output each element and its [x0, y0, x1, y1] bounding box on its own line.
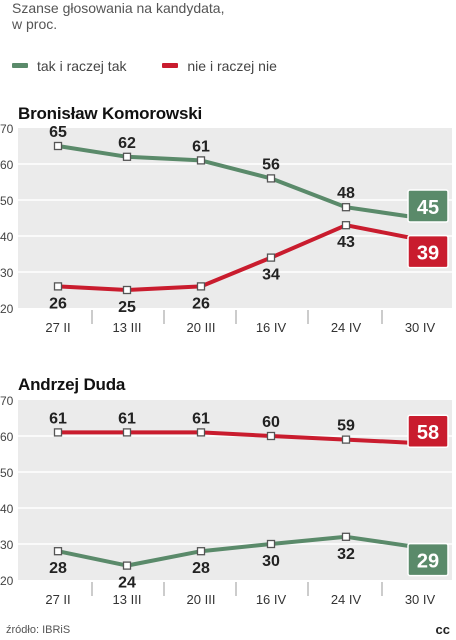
- data-label-no: 61: [192, 410, 210, 427]
- callout-box-yes: [407, 542, 449, 577]
- data-label-yes: 45: [417, 197, 439, 219]
- x-tick-label: 27 II: [45, 320, 70, 335]
- data-label-no: 59: [337, 418, 355, 435]
- y-tick-label: 50: [0, 194, 14, 208]
- data-point-yes: [53, 547, 63, 556]
- data-label-yes: 29: [417, 551, 439, 573]
- data-label-no: 61: [118, 410, 136, 427]
- data-label-yes: 30: [262, 553, 280, 570]
- legend: tak i raczej tak nie i raczej nie: [12, 55, 309, 74]
- data-label-no: 25: [118, 299, 136, 316]
- data-point-yes: [341, 203, 351, 212]
- series-line-no: [56, 430, 422, 446]
- x-tick-label: 16 IV: [256, 592, 287, 607]
- data-label-yes: 28: [192, 560, 210, 577]
- data-label-yes: 48: [337, 185, 355, 202]
- chart-title-duda: Andrzej Duda: [18, 375, 126, 394]
- data-point-yes: [266, 539, 276, 549]
- chart-subtitle: Szanse głosowania na kandydata, w proc.: [12, 0, 312, 32]
- data-point-yes: [122, 152, 132, 161]
- data-label-no: 61: [49, 410, 67, 427]
- callout-box-no: [407, 234, 449, 269]
- cc-license-icon: cc: [435, 622, 450, 637]
- data-label-no: 26: [192, 295, 210, 312]
- data-label-no: 43: [337, 234, 355, 251]
- data-label-yes: 61: [192, 138, 210, 155]
- x-tick-label: 27 II: [45, 592, 70, 607]
- y-tick-label: 60: [0, 430, 14, 444]
- data-point-no: [266, 253, 276, 262]
- x-tick-label: 16 IV: [256, 320, 287, 335]
- data-label-no: 60: [262, 414, 280, 431]
- data-label-yes: 65: [49, 124, 67, 141]
- x-tick-label: 24 IV: [331, 320, 362, 335]
- data-point-no: [196, 428, 206, 437]
- data-point-no: [122, 428, 132, 437]
- y-tick-label: 30: [0, 266, 14, 280]
- data-point-no: [53, 428, 63, 437]
- data-label-yes: 62: [118, 135, 136, 152]
- y-tick-label: 50: [0, 466, 14, 480]
- source-note: źródło: IBRiS: [6, 624, 71, 636]
- x-tick-label: 13 III: [113, 592, 142, 607]
- subtitle-line-1: Szanse głosowania na kandydata,: [12, 0, 225, 16]
- x-tick-label: 30 IV: [405, 320, 436, 335]
- x-tick-label: 20 III: [187, 592, 216, 607]
- y-tick-label: 40: [0, 230, 14, 244]
- y-tick-label: 20: [0, 574, 14, 588]
- y-tick-label: 20: [0, 302, 14, 316]
- series-line-yes: [56, 144, 422, 220]
- series-line-no: [56, 223, 422, 292]
- data-point-no: [122, 285, 132, 295]
- data-label-yes: 28: [49, 560, 67, 577]
- data-label-no: 58: [417, 422, 439, 444]
- y-tick-label: 40: [0, 502, 14, 516]
- chart-title-komorowski: Bronisław Komorowski: [18, 104, 202, 123]
- data-point-yes: [266, 174, 276, 183]
- data-label-yes: 24: [118, 575, 136, 592]
- data-label-no: 26: [49, 295, 67, 312]
- data-label-yes: 56: [262, 156, 280, 173]
- subtitle-line-2: w proc.: [12, 16, 58, 32]
- data-label-no: 34: [262, 267, 280, 284]
- x-tick-label: 20 III: [187, 320, 216, 335]
- data-point-yes: [196, 156, 206, 165]
- data-point-no: [53, 282, 63, 291]
- data-point-yes: [341, 532, 351, 541]
- x-tick-label: 13 III: [113, 320, 142, 335]
- data-point-yes: [122, 561, 132, 570]
- data-label-no: 39: [417, 243, 439, 265]
- legend-label-yes: tak i raczej tak: [37, 57, 127, 74]
- data-point-yes: [196, 547, 206, 556]
- data-point-no: [341, 435, 351, 444]
- line-chart-komorowski: 20 30 40 50 60 70 27 II 13 III 20 III 16 IV 24 IV 3…: [0, 122, 452, 335]
- plot-background: [18, 400, 452, 580]
- callout-box-yes: [407, 189, 449, 223]
- legend-item-no: nie i raczej nie: [162, 58, 277, 74]
- data-point-no: [341, 221, 351, 230]
- plot-background: [18, 128, 452, 308]
- line-chart-duda: 20 30 40 50 60 70 27 II 13 III 20 III 16 IV 24 IV 3…: [0, 394, 452, 607]
- data-point-no: [196, 282, 206, 291]
- data-label-yes: 32: [337, 546, 355, 563]
- data-point-yes: [53, 141, 63, 151]
- callout-box-no: [407, 414, 449, 448]
- legend-item-yes: tak i raczej tak: [12, 58, 126, 74]
- legend-swatch-no: [162, 63, 179, 68]
- legend-swatch-yes: [12, 63, 28, 68]
- y-tick-label: 30: [0, 538, 14, 552]
- x-tick-label: 24 IV: [331, 592, 362, 607]
- y-tick-label: 70: [0, 394, 14, 408]
- x-tick-label: 30 IV: [405, 592, 436, 607]
- y-tick-label: 60: [0, 158, 14, 172]
- data-point-no: [266, 431, 276, 441]
- y-tick-label: 70: [0, 122, 14, 136]
- legend-label-no: nie i raczej nie: [187, 57, 277, 74]
- series-line-yes: [56, 534, 422, 568]
